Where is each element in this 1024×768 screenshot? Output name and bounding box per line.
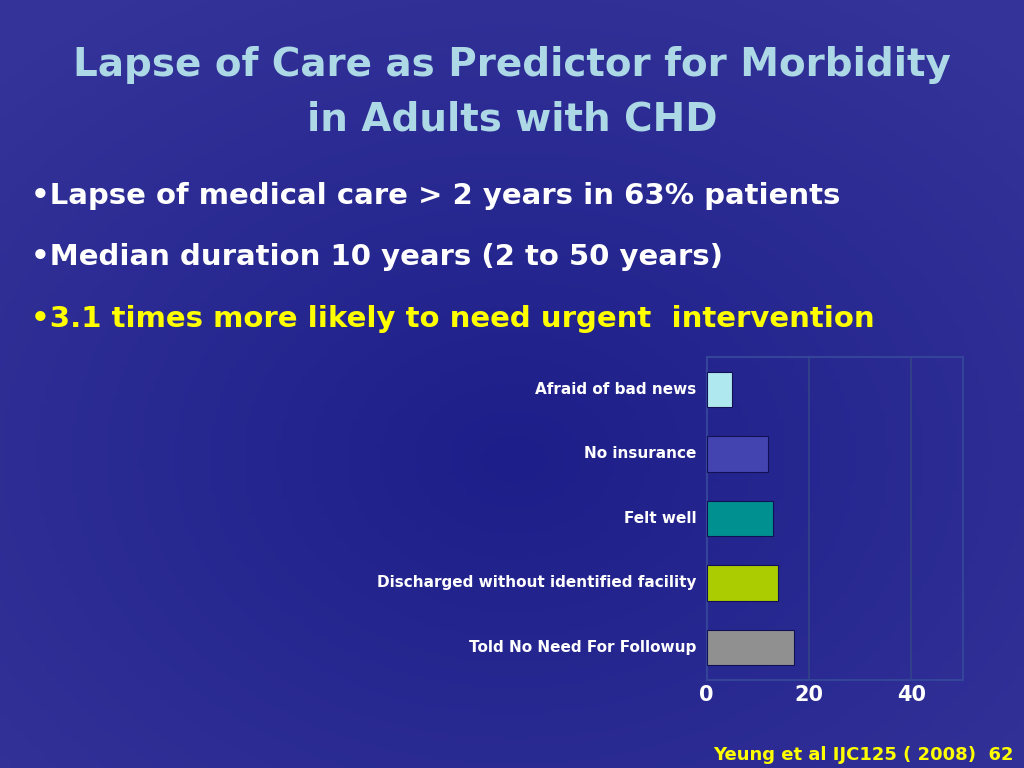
- Text: •Median duration 10 years (2 to 50 years): •Median duration 10 years (2 to 50 years…: [31, 243, 723, 271]
- Text: •Lapse of medical care > 2 years in 63% patients: •Lapse of medical care > 2 years in 63% …: [31, 182, 840, 210]
- Bar: [707, 501, 773, 536]
- Bar: [707, 372, 732, 407]
- Text: Discharged without identified facility: Discharged without identified facility: [377, 575, 696, 591]
- Text: in Adults with CHD: in Adults with CHD: [307, 100, 717, 138]
- Text: •3.1 times more likely to need urgent  intervention: •3.1 times more likely to need urgent in…: [31, 305, 874, 333]
- Text: Lapse of Care as Predictor for Morbidity: Lapse of Care as Predictor for Morbidity: [73, 46, 951, 84]
- Bar: [707, 436, 768, 472]
- Text: No insurance: No insurance: [584, 446, 696, 462]
- Text: Told No Need For Followup: Told No Need For Followup: [469, 640, 696, 655]
- Bar: [707, 630, 794, 665]
- Text: Yeung et al IJC125 ( 2008)  62: Yeung et al IJC125 ( 2008) 62: [714, 746, 1014, 764]
- Bar: [707, 565, 778, 601]
- Text: Felt well: Felt well: [624, 511, 696, 526]
- Text: Afraid of bad news: Afraid of bad news: [536, 382, 696, 397]
